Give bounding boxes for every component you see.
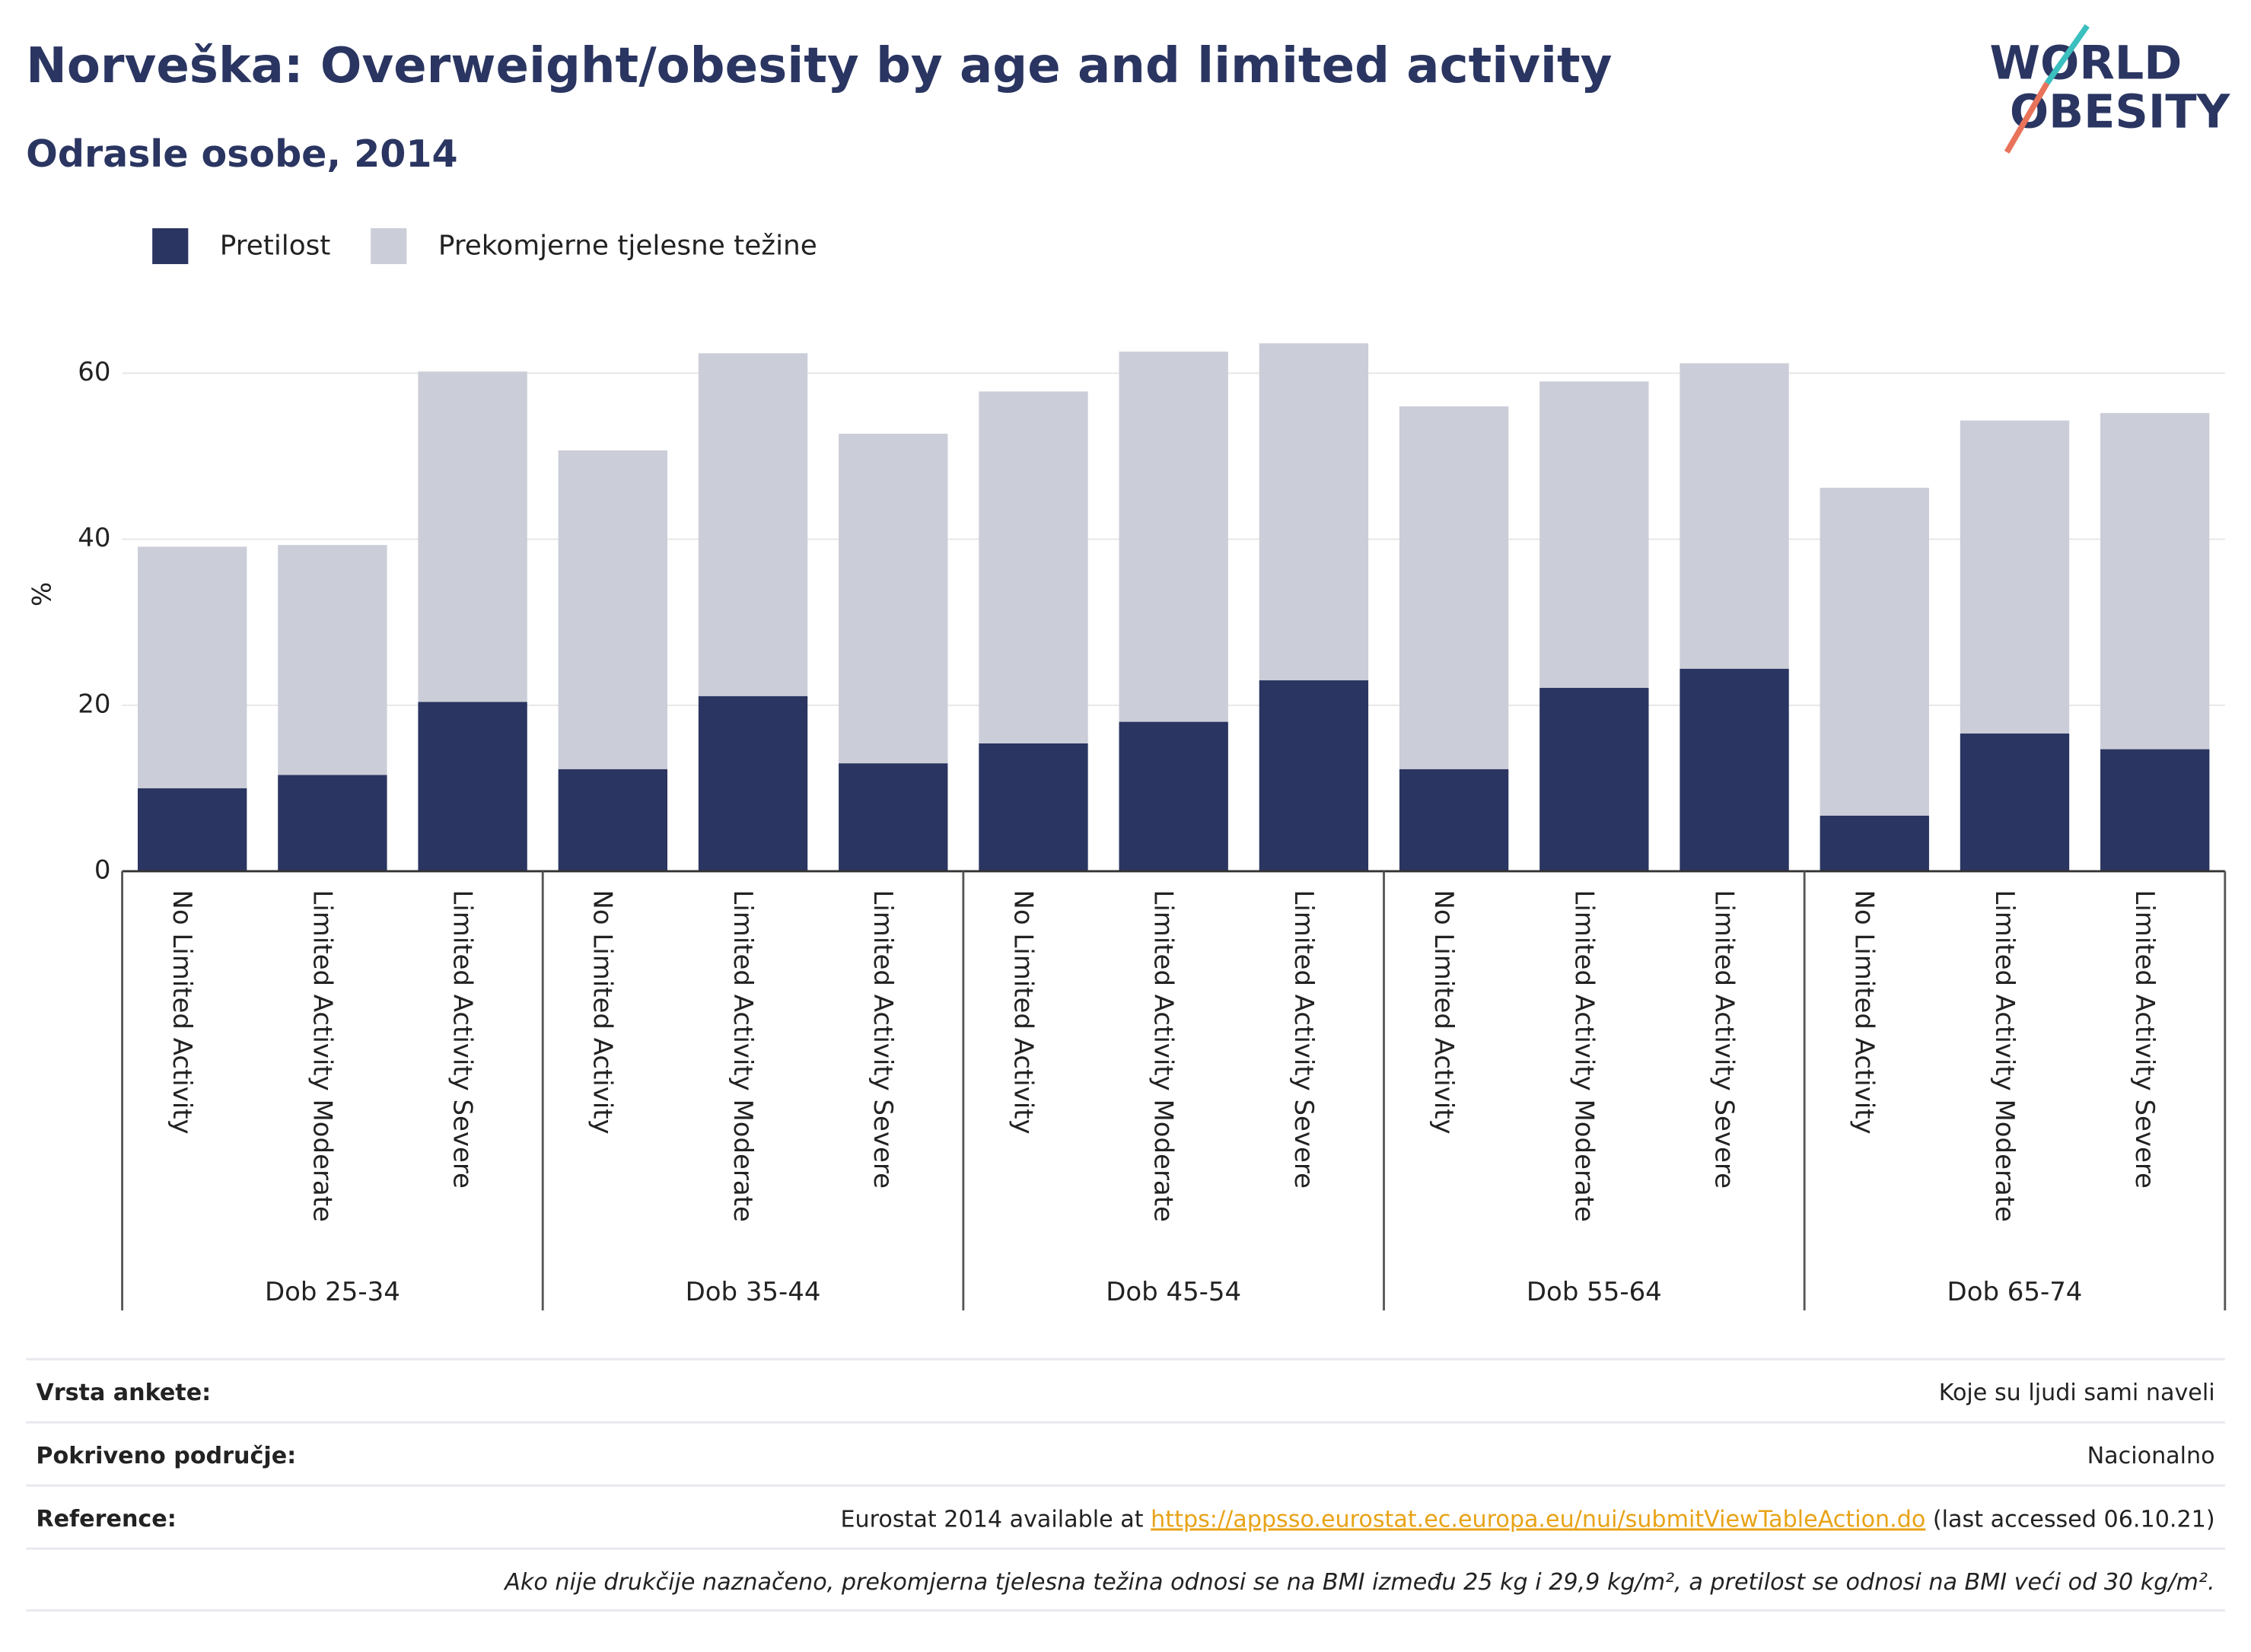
x-tick-label: Limited Activity Severe <box>1708 890 1739 1189</box>
bar-segment <box>1539 687 1649 871</box>
bar-segment <box>2100 749 2210 871</box>
logo-slash <box>2044 24 2090 85</box>
x-tick-label: Limited Activity Moderate <box>1568 890 1599 1221</box>
bar-segment <box>979 743 1088 871</box>
bar-segment <box>839 763 948 871</box>
bar-segment <box>1399 769 1509 871</box>
x-tick-label: Limited Activity Severe <box>1288 890 1319 1189</box>
bar-segment <box>698 695 808 871</box>
chart-subtitle: Odrasle osobe, 2014 <box>26 132 457 176</box>
footer-note: Ako nije drukčije naznačeno, prekomjerna… <box>503 1569 2214 1596</box>
legend-swatch <box>371 228 407 265</box>
bar-segment <box>1399 406 1509 769</box>
bar-segment <box>1820 487 1929 816</box>
bar-segment <box>278 545 387 775</box>
bar-segment <box>1820 815 1929 871</box>
legend-label: Pretilost <box>220 230 331 261</box>
group-label: Dob 35-44 <box>686 1277 821 1307</box>
footer-label: Reference: <box>36 1506 176 1533</box>
footer: Vrsta ankete: Koje su ljudi sami naveli Po… <box>26 1358 2225 1612</box>
x-tick-label: Limited Activity Moderate <box>1989 890 2020 1221</box>
x-tick-label: No Limited Activity <box>167 890 197 1134</box>
bar-segment <box>418 371 527 702</box>
logo-text: OBESITY <box>2010 85 2231 138</box>
bar-segment <box>558 450 667 769</box>
logo-slash <box>2004 81 2050 154</box>
bar-segment <box>1259 343 1369 681</box>
bar-segment <box>979 391 1088 743</box>
footer-label: Vrsta ankete: <box>36 1380 211 1406</box>
group-label: Dob 25-34 <box>265 1277 400 1307</box>
legend-swatch <box>152 228 189 265</box>
footer-value: Eurostat 2014 available at https://appss… <box>840 1506 2214 1533</box>
y-tick-label: 20 <box>78 689 110 719</box>
footer-value: Koje su ljudi sami naveli <box>1939 1380 2215 1406</box>
reference-suffix: (last accessed 06.10.21) <box>1925 1506 2214 1533</box>
bar-segment <box>1960 733 2070 871</box>
group-label: Dob 65-74 <box>1947 1277 2083 1307</box>
group-label: Dob 45-54 <box>1106 1277 1241 1307</box>
footer-label: Pokriveno područje: <box>36 1443 296 1469</box>
bar-segment <box>1119 721 1228 871</box>
bar-segment <box>418 702 527 871</box>
bar-segment <box>1679 363 1789 669</box>
y-tick-label: 40 <box>78 523 110 553</box>
x-tick-label: No Limited Activity <box>1849 890 1880 1134</box>
bar-segment <box>2100 412 2210 750</box>
reference-text: Eurostat 2014 available at <box>840 1506 1151 1533</box>
x-tick-label: Limited Activity Severe <box>2129 890 2160 1189</box>
logo-text: WORLD <box>1989 37 2182 90</box>
y-tick-label: 60 <box>78 357 110 387</box>
x-tick-label: No Limited Activity <box>587 890 618 1134</box>
x-tick-label: Limited Activity Severe <box>868 890 898 1189</box>
bar-segment <box>1259 680 1369 871</box>
bar-segment <box>698 353 808 696</box>
group-label: Dob 55-64 <box>1527 1277 1662 1307</box>
y-axis-title: % <box>27 582 57 606</box>
bar-segment <box>839 434 948 764</box>
bar-segment <box>137 788 247 871</box>
chart-title: Norveška: Overweight/obesity by age and … <box>26 37 1612 94</box>
bar-segment <box>1679 668 1789 871</box>
x-tick-label: Limited Activity Moderate <box>728 890 758 1221</box>
x-tick-label: Limited Activity Moderate <box>1148 890 1179 1221</box>
bar-segment <box>1960 420 2070 734</box>
bar-segment <box>278 775 387 871</box>
y-tick-label: 0 <box>94 855 111 885</box>
bar-segment <box>558 769 667 871</box>
x-tick-label: Limited Activity Moderate <box>307 890 337 1221</box>
x-tick-label: Limited Activity Severe <box>447 890 478 1189</box>
bar-segment <box>137 546 247 788</box>
bar-segment <box>1539 381 1649 688</box>
x-tick-label: No Limited Activity <box>1428 890 1459 1134</box>
reference-link[interactable]: https://appsso.eurostat.ec.europa.eu/nui… <box>1151 1506 1925 1533</box>
bar-segment <box>1119 352 1228 722</box>
footer-value: Nacionalno <box>2087 1443 2215 1469</box>
legend-label: Prekomjerne tjelesne težine <box>438 230 817 261</box>
x-tick-label: No Limited Activity <box>1008 890 1038 1134</box>
